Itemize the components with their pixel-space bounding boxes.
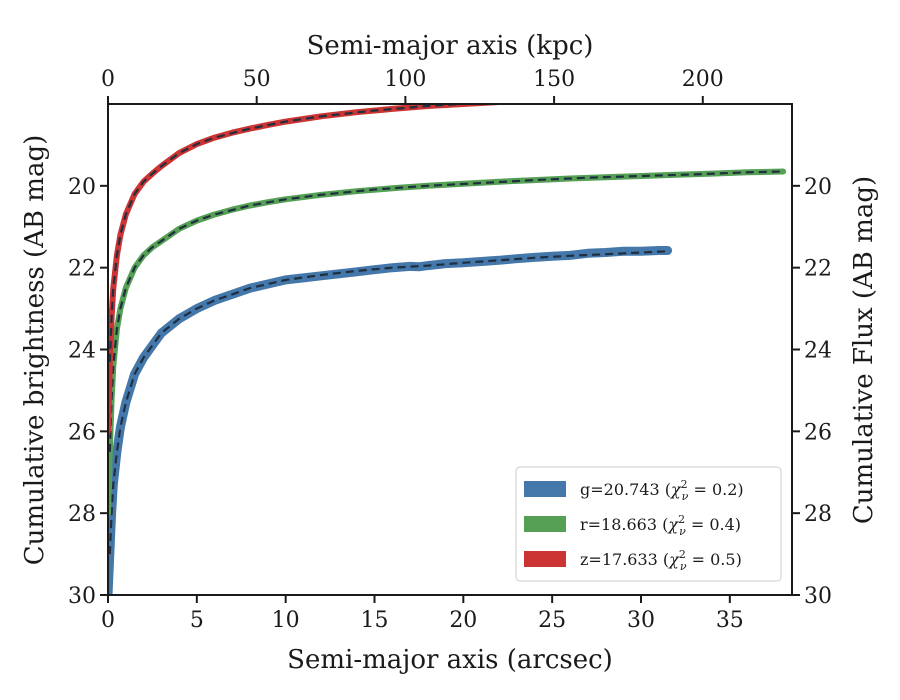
x2-tick-label: 150 bbox=[533, 67, 575, 92]
y2-tick-label: 20 bbox=[804, 175, 832, 200]
x-tick-label: 5 bbox=[190, 608, 204, 633]
x2-axis-label: Semi-major axis (kpc) bbox=[307, 31, 594, 61]
y2-tick-label: 24 bbox=[804, 339, 832, 364]
x2-tick-label: 0 bbox=[101, 67, 115, 92]
legend-box bbox=[515, 466, 782, 582]
legend-label-1: r=18.663 (χ2 ν = 0.4) bbox=[580, 513, 741, 538]
legend-swatch-1 bbox=[524, 516, 566, 532]
y2-axis-label: Cumulative Flux (AB mag) bbox=[849, 176, 879, 524]
y2-tick-label: 30 bbox=[804, 584, 832, 609]
y-tick-label: 28 bbox=[68, 502, 96, 527]
x-tick-label: 25 bbox=[538, 608, 566, 633]
legend-swatch-0 bbox=[524, 481, 566, 497]
x-tick-label: 35 bbox=[716, 608, 744, 633]
legend-label-2: z=17.633 (χ2 ν = 0.5) bbox=[580, 548, 742, 573]
y-tick-label: 22 bbox=[68, 257, 96, 282]
y-tick-label: 24 bbox=[68, 339, 96, 364]
x2-tick-label: 100 bbox=[384, 67, 426, 92]
y2-tick-label: 22 bbox=[804, 257, 832, 282]
legend-swatch-2 bbox=[524, 551, 566, 567]
y-tick-label: 26 bbox=[68, 420, 96, 445]
x2-tick-label: 50 bbox=[243, 67, 271, 92]
x-tick-label: 15 bbox=[360, 608, 388, 633]
x-tick-label: 20 bbox=[449, 608, 477, 633]
y-tick-label: 20 bbox=[68, 175, 96, 200]
model-line-0 bbox=[108, 250, 668, 555]
legend: g=20.743 (χ2 ν = 0.2) r=18.663 (χ2 ν = 0.4)… bbox=[515, 466, 782, 582]
model-line-1 bbox=[108, 170, 784, 452]
ticks-layer: 0 5 10 15 20 25 30 35 0 50 100 150 200 20 22 24 26 28 30 20… bbox=[68, 67, 832, 633]
y-tick-label: 30 bbox=[68, 584, 96, 609]
series-layer bbox=[108, 104, 787, 595]
x-tick-label: 10 bbox=[272, 608, 300, 633]
y2-tick-label: 28 bbox=[804, 502, 832, 527]
y2-tick-label: 26 bbox=[804, 420, 832, 445]
y-axis-label: Cumulative brightness (AB mag) bbox=[20, 135, 50, 566]
x-axis-label: Semi-major axis (arcsec) bbox=[287, 645, 613, 675]
legend-label-0: g=20.743 (χ2 ν = 0.2) bbox=[580, 478, 744, 503]
x-tick-label: 30 bbox=[627, 608, 655, 633]
x2-tick-label: 200 bbox=[682, 67, 724, 92]
x-tick-label: 0 bbox=[101, 608, 115, 633]
